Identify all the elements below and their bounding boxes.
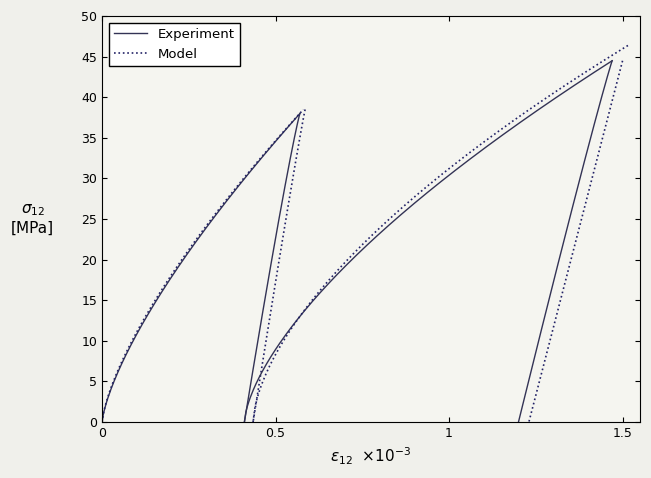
Model: [113, 369, 121, 375]
Experiment: [296, 111, 304, 117]
Experiment: [110, 379, 118, 384]
Model: [290, 117, 298, 123]
Experiment: [98, 419, 106, 425]
Experiment: [135, 327, 143, 333]
Line: Experiment: Experiment: [102, 114, 300, 422]
Model: [158, 287, 165, 293]
Model: [284, 124, 292, 130]
Model: [299, 107, 307, 112]
X-axis label: $\varepsilon_{12}$  $\times 10^{-3}$: $\varepsilon_{12}$ $\times 10^{-3}$: [331, 445, 411, 467]
Experiment: [279, 130, 287, 136]
Legend: Experiment, Model: Experiment, Model: [109, 23, 240, 66]
Model: [98, 419, 106, 425]
Y-axis label: $\sigma_{12}$
[MPa]: $\sigma_{12}$ [MPa]: [11, 203, 54, 236]
Line: Model: Model: [102, 109, 303, 422]
Model: [109, 380, 117, 386]
Experiment: [151, 300, 159, 306]
Experiment: [106, 389, 114, 394]
Model: [141, 315, 149, 320]
Experiment: [286, 122, 294, 128]
